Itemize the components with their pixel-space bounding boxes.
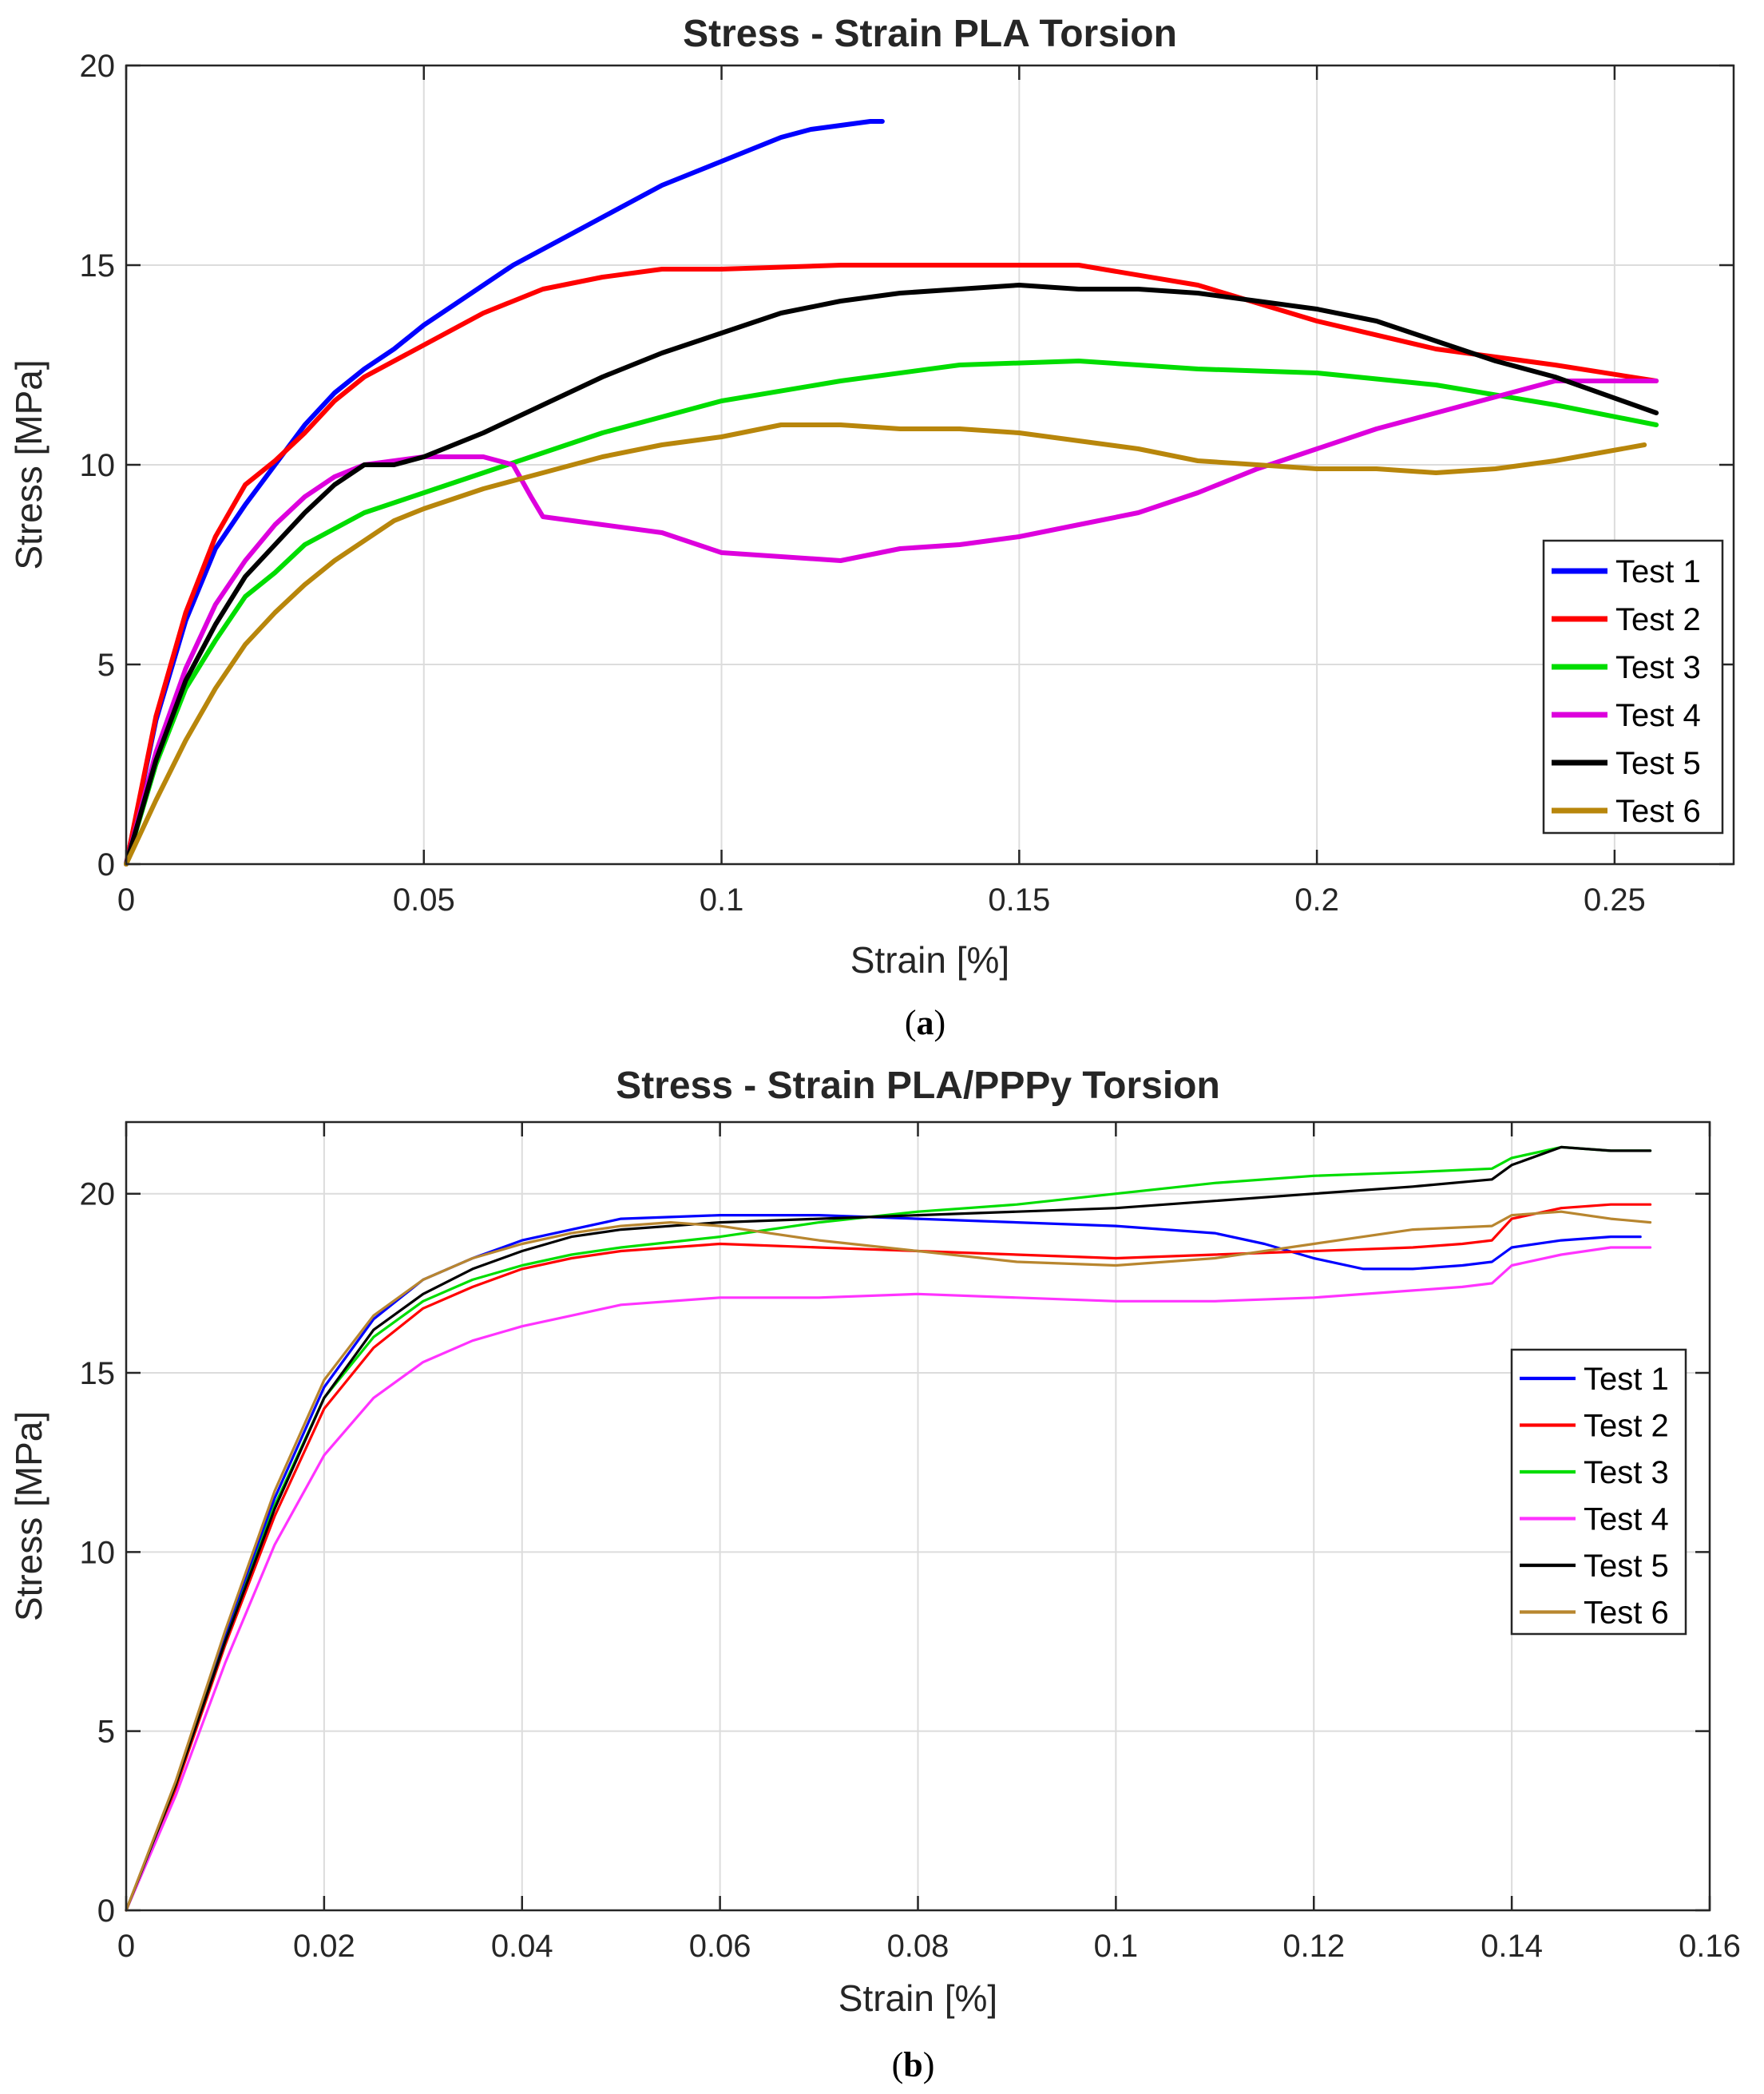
- legend-label-test-2: Test 2: [1584, 1409, 1669, 1444]
- legend-label-test-3: Test 3: [1584, 1455, 1669, 1490]
- x-tick-label: 0.1: [1094, 1929, 1139, 1964]
- y-tick-label: 0: [97, 1894, 115, 1929]
- x-tick-label: 0.16: [1679, 1929, 1741, 1964]
- legend: Test 1 Test 2 Test 3 Test 4 Test 5 Test 6: [1510, 1348, 1687, 1636]
- y-tick-label: 15: [80, 1356, 116, 1391]
- y-tick-label: 10: [80, 1535, 116, 1570]
- y-axis-label: Stress [MPa]: [8, 359, 50, 569]
- figure-caption: (b): [892, 2045, 935, 2084]
- series-line-test-2: [125, 1203, 1652, 1912]
- y-tick-label: 5: [97, 648, 115, 683]
- series-line-test-1: [125, 1213, 1642, 1912]
- legend-label-test-5: Test 5: [1584, 1549, 1669, 1584]
- legend-box: [1510, 1348, 1687, 1636]
- x-tick-label: 0.12: [1282, 1929, 1345, 1964]
- series-line-test-4: [125, 1246, 1652, 1912]
- y-tick-label: 10: [80, 448, 116, 483]
- chart-title: Stress - Strain PLA Torsion: [683, 13, 1177, 55]
- x-tick-label: 0.14: [1481, 1929, 1543, 1964]
- x-tick-label: 0: [117, 882, 135, 918]
- x-tick-label: 0.1: [700, 882, 744, 918]
- x-tick-label: 0.25: [1584, 882, 1646, 918]
- series-line-test-6: [124, 422, 1647, 867]
- y-tick-label: 0: [97, 847, 115, 882]
- y-axis-label: Stress [MPa]: [8, 1411, 50, 1621]
- x-tick-label: 0.06: [689, 1929, 751, 1964]
- series-line-test-5: [125, 1145, 1652, 1912]
- legend-label-test-1: Test 1: [1615, 554, 1701, 589]
- series-line-test-5: [124, 283, 1659, 867]
- series-line-test-3: [124, 359, 1659, 867]
- legend-label-test-2: Test 2: [1615, 602, 1701, 637]
- x-tick-label: 0: [117, 1929, 135, 1964]
- series-line-test-4: [124, 379, 1659, 867]
- x-axis-label: Strain [%]: [850, 939, 1009, 981]
- x-tick-label: 0.08: [887, 1929, 949, 1964]
- legend-label-test-3: Test 3: [1615, 650, 1701, 685]
- legend-label-test-6: Test 6: [1584, 1596, 1669, 1631]
- legend-label-test-1: Test 1: [1584, 1362, 1669, 1397]
- y-tick-label: 20: [80, 1177, 116, 1212]
- x-tick-label: 0.02: [293, 1929, 355, 1964]
- y-tick-label: 15: [80, 248, 116, 284]
- x-tick-label: 0.05: [393, 882, 455, 918]
- series-line-test-6: [125, 1210, 1652, 1912]
- x-tick-label: 0.04: [491, 1929, 553, 1964]
- legend-label-test-4: Test 4: [1584, 1502, 1669, 1537]
- legend-box: [1542, 539, 1724, 835]
- legend-label-test-4: Test 4: [1615, 698, 1701, 733]
- figure-caption: (a): [905, 1003, 945, 1042]
- x-axis-label: Strain [%]: [838, 1977, 997, 2019]
- series-line-test-1: [124, 119, 885, 867]
- legend-label-test-5: Test 5: [1615, 746, 1701, 781]
- chart-title: Stress - Strain PLA/PPPy Torsion: [616, 1065, 1220, 1107]
- x-tick-label: 0.2: [1294, 882, 1339, 918]
- y-tick-label: 20: [80, 49, 116, 84]
- x-tick-label: 0.15: [988, 882, 1050, 918]
- chart-a: 0 0.05 0.1 0.15 0.2 0.25 0 5 10 15 20 Stress - Stra…: [8, 13, 1735, 1042]
- legend: Test 1 Test 2 Test 3 Test 4 Test 5 Test 6: [1542, 539, 1724, 835]
- chart-b: 0 0.02 0.04 0.06 0.08 0.1 0.12 0.14 0.16 0 5 10 15 20…: [8, 1065, 1741, 2084]
- legend-label-test-6: Test 6: [1615, 794, 1701, 829]
- y-tick-label: 5: [97, 1715, 115, 1750]
